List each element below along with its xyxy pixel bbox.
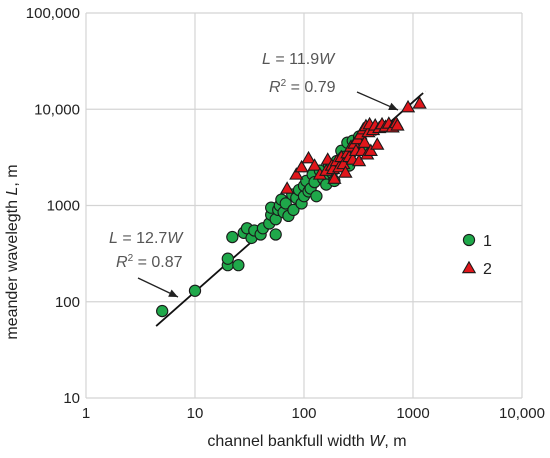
r-squared-1: R2 = 0.87 bbox=[116, 253, 183, 271]
point-series-2 bbox=[289, 167, 304, 180]
point-series-2 bbox=[370, 137, 385, 150]
x-tick-label: 100 bbox=[291, 405, 316, 422]
point-series-1 bbox=[188, 284, 202, 297]
point-series-1 bbox=[156, 304, 169, 318]
y-axis-title: meander wavelegth L, m bbox=[4, 164, 21, 339]
regression-line-2-dashed bbox=[421, 90, 427, 96]
point-series-2 bbox=[357, 135, 372, 148]
annotation-arrowhead-2 bbox=[388, 102, 398, 111]
point-series-2 bbox=[279, 181, 295, 194]
x-tick-label: 10,000 bbox=[499, 405, 545, 422]
point-series-2 bbox=[327, 171, 342, 184]
point-series-2 bbox=[307, 158, 322, 171]
point-series-2 bbox=[412, 96, 427, 109]
point-series-2 bbox=[294, 159, 309, 173]
point-series-1 bbox=[287, 203, 300, 217]
x-tick-label: 1000 bbox=[396, 405, 429, 422]
regression-line-1 bbox=[155, 233, 262, 327]
point-series-1 bbox=[232, 259, 245, 272]
y-tick-label: 100,000 bbox=[26, 5, 80, 22]
legend-marker-2 bbox=[461, 260, 477, 274]
y-tick-label: 1000 bbox=[47, 198, 80, 215]
point-series-2 bbox=[301, 150, 316, 164]
point-series-1 bbox=[226, 230, 239, 244]
r-squared-2: R2 = 0.79 bbox=[269, 78, 336, 96]
legend: 12 bbox=[461, 233, 492, 278]
annotation-arrowhead-1 bbox=[168, 289, 178, 297]
point-series-2 bbox=[351, 153, 367, 167]
point-series-2 bbox=[338, 165, 353, 178]
regression-equation-1: L = 12.7W bbox=[109, 230, 184, 247]
y-tick-label: 100 bbox=[55, 294, 80, 311]
regression-annotations: L = 12.7W R2 = 0.87 L = 11.9W R2 = 0.79 bbox=[109, 51, 399, 298]
point-series-2 bbox=[363, 143, 378, 157]
legend-label-1: 1 bbox=[483, 233, 492, 250]
legend-marker-1 bbox=[462, 233, 476, 247]
point-series-1 bbox=[221, 252, 234, 265]
point-series-1 bbox=[310, 190, 323, 203]
legend-label-2: 2 bbox=[483, 261, 492, 278]
data-points bbox=[156, 96, 427, 318]
point-series-2 bbox=[400, 99, 416, 113]
x-tick-label: 1 bbox=[82, 405, 90, 422]
x-axis-title: channel bankfull width W, m bbox=[207, 433, 406, 450]
point-series-2 bbox=[390, 118, 405, 131]
grid-lines bbox=[85, 12, 523, 399]
y-tick-label: 10 bbox=[63, 390, 80, 407]
y-tick-label: 10,000 bbox=[34, 101, 80, 118]
x-tick-label: 10 bbox=[187, 405, 204, 422]
point-series-1 bbox=[269, 228, 282, 241]
regression-equation-2: L = 11.9W bbox=[262, 51, 336, 68]
